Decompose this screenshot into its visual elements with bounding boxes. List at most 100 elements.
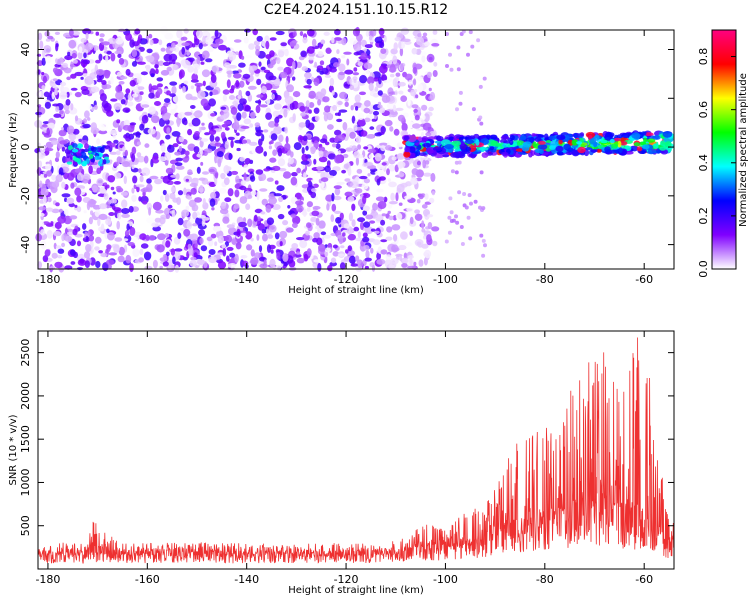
spectrogram-cell-2323: [374, 36, 383, 44]
spectrogram-cell-2462: [300, 50, 307, 58]
spectrogram-cell-2451: [96, 167, 102, 175]
spectrogram-cell-496: [329, 169, 337, 177]
spectrogram-cell-2269: [286, 84, 294, 93]
spectrogram-cell-1711: [270, 59, 276, 65]
spectrogram-cell-2074: [183, 80, 189, 85]
spectrogram-cell-3264: [621, 132, 631, 138]
spectrogram-cell-1424: [136, 152, 142, 158]
spectrogram-cell-1268: [268, 224, 277, 233]
spectrogram-cell-1647: [189, 218, 195, 223]
spectrogram-cell-3407: [99, 147, 105, 154]
spectrogram-cell-1331: [289, 41, 297, 47]
spectrogram-cell-1912: [137, 61, 146, 65]
spectrogram-cell-1631: [36, 151, 46, 159]
spectrogram-cell-1206: [278, 168, 287, 172]
spectrogram-cell-998: [61, 146, 65, 152]
spectrogram-cell-1928: [380, 145, 386, 152]
spectrogram-cell-3439: [76, 152, 82, 157]
colorbar: 0.0 0.2 0.4 0.6 0.8 Normalized spectral ampl…: [697, 29, 749, 278]
spectrogram-cell-2107: [363, 146, 369, 150]
spectrogram-cell-1972: [174, 251, 181, 257]
spectrogram-cell-2515: [320, 177, 329, 183]
spectrogram-cell-605: [222, 94, 227, 102]
spectrogram-cell-59: [200, 61, 205, 65]
spectrogram-cell-1505: [413, 108, 418, 113]
spectrogram-cell-3336: [548, 135, 556, 141]
spectrogram-cell-1028: [354, 94, 361, 103]
spectrogram-cell-2629: [456, 67, 461, 72]
spectrogram-cell-1845: [266, 177, 274, 182]
spectrogram-cell-1613: [125, 68, 131, 76]
spectrogram-cell-2266: [132, 89, 139, 93]
spectrogram-cell-3339: [435, 135, 444, 142]
spectrogram-cell-1159: [228, 64, 237, 69]
spectrogram-cell-637: [185, 205, 190, 211]
spectrogram-cell-1002: [39, 40, 44, 50]
spectrogram-cell-2565: [51, 252, 58, 259]
spectrogram-cell-2007: [258, 99, 261, 106]
spectrogram-cell-1697: [399, 255, 403, 262]
spectrogram-cell-2164: [122, 161, 131, 168]
spectrogram-y-label: Frequency (Hz): [8, 112, 19, 188]
spectrogram-cell-45: [284, 48, 289, 57]
spectrogram-cell-2278: [279, 241, 283, 247]
spectrogram-cell-2527: [208, 256, 217, 264]
spectrogram-cell-2571: [390, 192, 395, 202]
spectrogram-cell-213: [109, 151, 118, 155]
spectrogram-cell-3322: [442, 154, 450, 158]
spectrogram-cell-1298: [311, 38, 317, 48]
spectrogram-cell-3353: [555, 145, 564, 152]
spectrogram-cell-2403: [138, 196, 142, 202]
spectrogram-cell-2234: [127, 242, 135, 247]
spectrogram-cell-1639: [181, 209, 190, 218]
spectrogram-cell-1162: [414, 213, 423, 221]
spectrogram-cell-1645: [204, 132, 211, 136]
spectrogram-cell-1152: [200, 126, 206, 131]
spectrogram-cell-2388: [263, 259, 267, 266]
spectrogram-cell-2512: [282, 252, 289, 262]
spectrogram-cell-3237: [464, 139, 475, 145]
spectrogram-cell-14: [394, 120, 402, 127]
spectrogram-cell-2154: [324, 105, 331, 113]
spectrogram-cell-292: [228, 95, 236, 100]
spectrogram-cell-2218: [362, 236, 370, 243]
spectrogram-cell-770: [355, 106, 359, 111]
spectrogram-cell-2400: [125, 136, 131, 142]
spectrogram-cell-2182: [265, 71, 274, 81]
spectrogram-cell-1898: [168, 144, 172, 150]
spectrogram-cell-1109: [324, 74, 331, 78]
spectrogram-cell-804: [42, 255, 49, 263]
spectrogram-cell-1770: [164, 112, 172, 117]
snr-panel: -180 -160 -140 -120 -100 -80 -60 500 1000 1500 20…: [8, 330, 675, 596]
spectrogram-cell-1276: [172, 143, 179, 148]
snr-x-ticks: -180 -160 -140 -120 -100 -80 -60: [35, 331, 653, 586]
spectrogram-cell-1954: [268, 145, 272, 150]
spectrogram-cell-2329: [274, 232, 280, 240]
spectrogram-cell-2490: [397, 114, 405, 122]
spectrogram-cell-2280: [387, 78, 393, 82]
spectrogram-cell-2207: [402, 258, 409, 264]
spectrogram-cell-1020: [171, 85, 177, 95]
spectrogram-cell-2173: [170, 265, 174, 269]
spectrogram-cell-2241: [191, 204, 199, 212]
spectrogram-cell-2250: [166, 90, 171, 96]
spectrogram-cell-1716: [362, 210, 368, 216]
spectrogram-cell-294: [148, 92, 155, 99]
spectrogram-cell-2564: [254, 122, 261, 128]
spectrogram-cell-2171: [404, 195, 412, 200]
spectrogram-cell-766: [409, 216, 414, 225]
spectrogram-cell-2415: [202, 35, 206, 45]
spectrogram-cell-2059: [338, 71, 346, 76]
spectrogram-cell-3431: [83, 148, 89, 153]
spectrogram-cell-1249: [98, 129, 108, 135]
spectrogram-cell-884: [158, 117, 166, 127]
spectrogram-cell-1661: [109, 129, 118, 136]
spectrogram-cell-1174: [96, 138, 101, 145]
spectrogram-cell-2248: [245, 231, 253, 240]
spectrogram-cell-2658: [481, 206, 486, 211]
spectrogram-cell-2638: [454, 170, 459, 175]
spectrogram-cell-433: [308, 102, 315, 108]
spectrogram-cell-2503: [151, 222, 160, 228]
spectrogram-cell-1986: [308, 109, 312, 114]
spectrogram-cell-2112: [101, 80, 107, 85]
